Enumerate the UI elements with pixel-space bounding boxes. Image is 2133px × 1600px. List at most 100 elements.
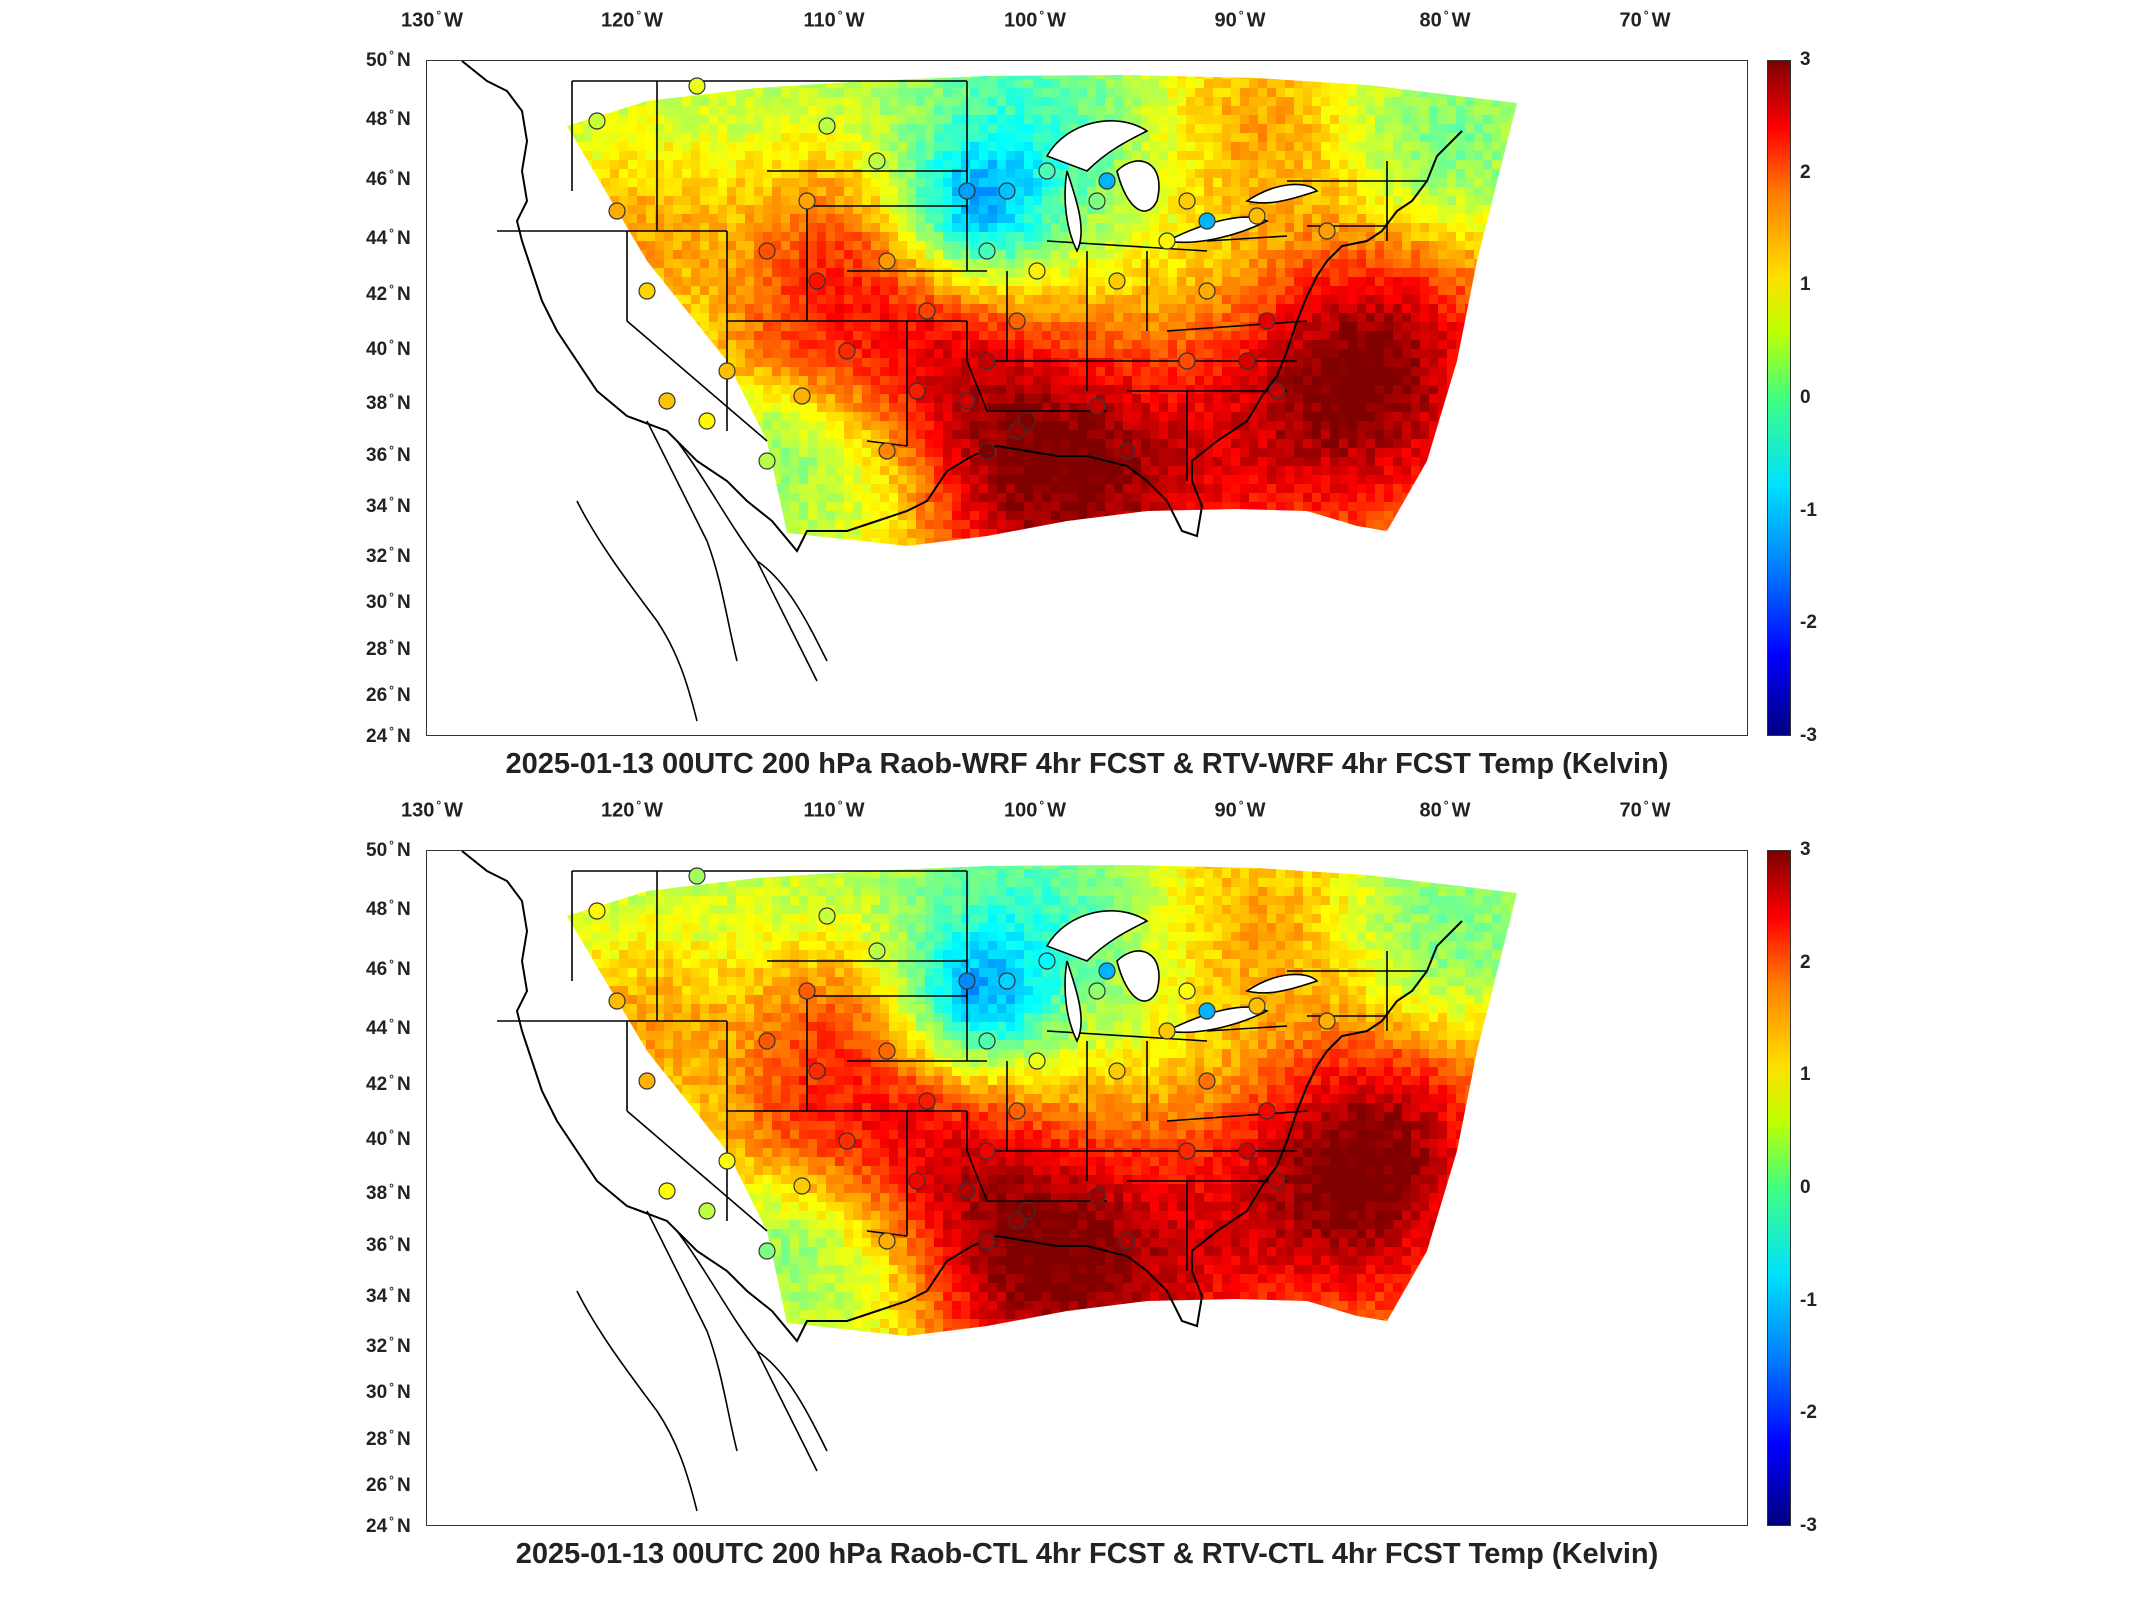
raob-station-marker xyxy=(1198,1072,1216,1090)
mexico-coast xyxy=(676,440,818,682)
raob-station-marker xyxy=(808,1062,826,1080)
raob-station-marker xyxy=(1088,1187,1106,1205)
raob-station-marker xyxy=(793,1177,811,1195)
latitude-label: 28 ° N xyxy=(366,637,411,661)
great-lake xyxy=(1045,120,1149,172)
great-lake xyxy=(1064,960,1082,1043)
raob-station-marker xyxy=(1098,172,1116,190)
map-canvas xyxy=(461,851,1517,1512)
latitude-label: 38 ° N xyxy=(366,1181,411,1205)
raob-station-marker xyxy=(1118,1232,1136,1250)
raob-station-marker xyxy=(608,202,626,220)
temperature-difference-field xyxy=(567,75,1517,546)
raob-station-marker xyxy=(1038,162,1056,180)
raob-station-marker xyxy=(688,867,706,885)
raob-station-marker xyxy=(1158,232,1176,250)
raob-station-marker xyxy=(958,972,976,990)
raob-station-marker xyxy=(1198,1002,1216,1020)
colorbar-tick-label: -2 xyxy=(1800,612,1817,634)
raob-station-marker xyxy=(608,992,626,1010)
state-border xyxy=(626,1110,768,1232)
latitude-label: 44 ° N xyxy=(366,1016,411,1040)
raob-station-marker xyxy=(718,1152,736,1170)
latitude-label: 40 ° N xyxy=(366,337,411,361)
raob-station-marker xyxy=(1268,1172,1286,1190)
state-border xyxy=(966,321,988,412)
longitude-label: 110 ° W xyxy=(803,798,865,822)
state-border xyxy=(966,1111,988,1202)
raob-station-marker xyxy=(1008,312,1026,330)
raob-station-marker xyxy=(798,982,816,1000)
raob-station-marker xyxy=(838,1132,856,1150)
raob-station-marker xyxy=(978,1232,996,1250)
raob-station-marker xyxy=(978,242,996,260)
colorbar xyxy=(1767,850,1791,1526)
great-lake xyxy=(1116,950,1160,1002)
raob-station-marker xyxy=(1318,1012,1336,1030)
latitude-label: 30 ° N xyxy=(366,1379,411,1404)
raob-station-marker xyxy=(958,392,976,410)
raob-station-marker xyxy=(978,442,996,460)
longitude-label: 100 ° W xyxy=(1003,8,1067,32)
raob-station-marker xyxy=(1008,1212,1026,1230)
raob-station-marker xyxy=(1238,1142,1256,1160)
raob-station-marker xyxy=(1088,192,1106,210)
raob-station-marker xyxy=(1028,1052,1046,1070)
state-border xyxy=(1206,1025,1288,1032)
raob-station-marker xyxy=(638,1072,656,1090)
colorbar-tick-label: 0 xyxy=(1800,387,1811,408)
raob-station-marker xyxy=(1008,1102,1026,1120)
map-canvas xyxy=(461,61,1517,722)
coastline xyxy=(461,851,1463,1343)
latitude-label: 32 ° N xyxy=(366,543,411,567)
raob-station-marker xyxy=(1098,962,1116,980)
mexico-coast xyxy=(576,1290,698,1512)
raob-station-marker xyxy=(1198,212,1216,230)
temperature-difference-field xyxy=(567,865,1517,1336)
state-border xyxy=(1206,235,1288,242)
raob-station-marker xyxy=(698,1202,716,1220)
colorbar-tick-label: -3 xyxy=(1800,725,1817,746)
raob-station-marker xyxy=(878,252,896,270)
latitude-label: 36 ° N xyxy=(366,1233,411,1257)
latitude-label: 36 ° N xyxy=(366,443,411,467)
latitude-label: 48 ° N xyxy=(366,897,411,921)
mexico-coast xyxy=(756,560,828,662)
latitude-label: 42 ° N xyxy=(366,1071,411,1096)
raob-station-marker xyxy=(1258,1102,1276,1120)
raob-station-marker xyxy=(1088,982,1106,1000)
state-border xyxy=(1166,320,1308,332)
colorbar-tick-label: -1 xyxy=(1800,499,1817,521)
raob-station-marker xyxy=(798,192,816,210)
coastline xyxy=(461,61,1463,553)
raob-station-marker xyxy=(878,1232,896,1250)
raob-station-marker xyxy=(1178,1142,1196,1160)
raob-station-marker xyxy=(818,907,836,925)
latitude-label: 26 ° N xyxy=(366,683,411,707)
longitude-label: 120 ° W xyxy=(600,8,664,32)
colorbar-tick-label: 3 xyxy=(1800,839,1811,860)
raob-station-marker xyxy=(793,387,811,405)
colorbar-tick-label: -2 xyxy=(1800,1402,1817,1424)
raob-station-marker xyxy=(1268,382,1286,400)
raob-station-marker xyxy=(868,942,886,960)
colorbar-tick-label: 3 xyxy=(1800,49,1811,70)
raob-station-marker xyxy=(908,1172,926,1190)
raob-station-marker xyxy=(1008,422,1026,440)
raob-station-marker xyxy=(1178,192,1196,210)
longitude-label: 80 ° W xyxy=(1419,798,1471,822)
raob-station-marker xyxy=(688,77,706,95)
raob-station-marker xyxy=(1038,952,1056,970)
raob-station-marker xyxy=(838,342,856,360)
mexico-coast xyxy=(576,500,698,722)
raob-station-marker xyxy=(1198,282,1216,300)
raob-station-marker xyxy=(758,452,776,470)
latitude-label: 50 ° N xyxy=(366,837,411,862)
longitude-label: 130 ° W xyxy=(400,798,464,822)
mexico-coast xyxy=(756,1350,828,1452)
latitude-label: 24 ° N xyxy=(366,1513,411,1538)
raob-station-marker xyxy=(918,302,936,320)
latitude-label: 42 ° N xyxy=(366,281,411,306)
longitude-label: 130 ° W xyxy=(400,8,464,32)
longitude-label: 90 ° W xyxy=(1214,8,1266,32)
